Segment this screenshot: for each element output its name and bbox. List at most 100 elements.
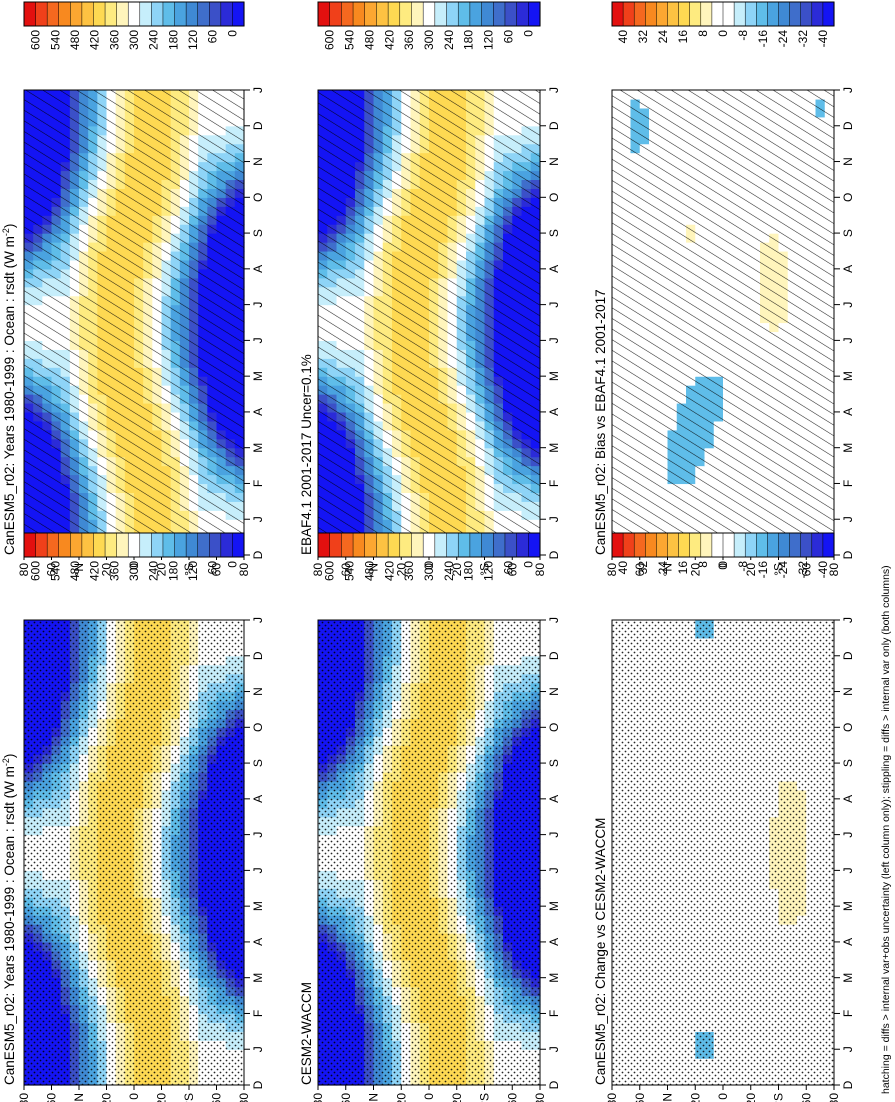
colorbar-label: 540 [48,30,62,50]
x-tick-label: M [251,901,265,911]
colorbar-swatch [220,1,233,27]
x-tick-label: S [547,229,561,237]
y-tick-label: 80 [17,1093,31,1102]
x-tick-label: A [547,265,561,273]
colorbar-swatch [93,1,106,27]
colorbar-frame [23,1,245,27]
y-tick-label: 20 [100,563,114,577]
colorbar-swatch [516,1,529,27]
x-tick-label: D [251,1080,265,1089]
x-tick-label: O [547,193,561,202]
y-tick-label: °S [478,563,492,576]
x-tick-label: S [251,229,265,237]
colorbar-swatch [197,1,210,27]
colorbar-label: 600 [323,30,337,50]
colorbar-label: 180 [462,30,476,50]
y-tick-label: °N [72,1093,86,1102]
panel-abs-right: CanESM5_r02: Years 1980-1999 : Ocean : r… [1,532,265,1102]
colorbar-swatch [185,532,199,558]
colorbar-label: 600 [29,30,43,50]
colorbar-swatch [116,1,129,27]
colorbar-label: 540 [343,30,357,50]
colorbar-label: 300 [127,30,141,50]
colorbar-label: 120 [482,30,496,50]
colorbar-swatch [58,1,71,27]
colorbar-swatch [387,1,401,27]
colorbar-swatch [58,532,71,558]
y-tick-label: 80 [237,1093,251,1102]
colorbar-swatch [446,1,459,27]
colorbar-swatch [399,1,413,27]
colorbar-swatch [493,1,506,27]
x-tick-label: M [251,371,265,381]
x-tick-label: J [547,516,561,522]
colorbar-swatch [151,532,164,558]
x-tick-label: M [251,443,265,453]
colorbar-swatch [46,1,60,27]
colorbar-swatch [81,1,95,27]
x-tick-label: D [547,121,561,130]
colorbar-swatch [93,532,106,558]
colorbar-label: 360 [107,30,121,50]
colorbar-swatch [411,1,424,27]
x-tick-label: N [547,157,561,166]
hatching-overlay [24,90,244,555]
y-tick-label: 0 [127,1093,141,1100]
colorbar-swatch [23,1,37,27]
y-tick-label: 80 [311,563,325,577]
x-tick-label: D [547,550,561,559]
x-tick-label: A [251,408,265,416]
colorbar-swatch [104,1,118,27]
colorbar-swatch [197,532,210,558]
panel-title: CanESM5_r02: Years 1980-1999 : Ocean : r… [1,224,17,555]
y-tick-label: 60 [505,563,519,577]
x-tick-label: A [251,795,265,803]
colorbar-swatch [162,532,176,558]
colorbar-label: 0 [521,30,535,37]
x-tick-label: J [251,1046,265,1052]
y-tick-label: 60 [339,563,353,577]
x-tick-label: F [251,480,265,487]
x-tick-label: A [251,265,265,273]
x-tick-label: D [251,550,265,559]
colorbar-label: 0 [225,561,239,568]
panel-title: EBAF4.1 2001-2017 Uncer=0.1% [299,354,314,555]
x-tick-label: J [251,867,265,873]
y-tick-label: 0 [127,563,141,570]
colorbar-swatch [352,1,366,27]
colorbar-swatch [151,1,164,27]
colorbar-label: 240 [442,30,456,50]
colorbar-swatch [70,532,83,558]
y-tick-label: 80 [533,563,547,577]
x-tick-label: J [251,516,265,522]
x-tick-label: A [251,938,265,946]
x-tick-label: F [251,1010,265,1017]
colorbar-label: 360 [107,561,121,581]
y-tick-label: 60 [210,563,224,577]
colorbar-swatch [232,1,245,27]
colorbar-swatch [528,1,541,27]
colorbar-label: 180 [166,561,180,581]
panel-title: CanESM5_r02: Years 1980-1999 : Ocean : r… [1,754,17,1085]
x-tick-label: J [547,337,561,343]
colorbar-swatch [220,532,233,558]
y-tick-label: °N [367,563,381,576]
y-tick-label: 20 [394,563,408,577]
colorbar-label: 300 [127,561,141,581]
x-tick-label: F [547,480,561,487]
x-tick-label: J [547,302,561,308]
colorbar-label: 480 [362,30,376,50]
x-tick-label: M [251,973,265,983]
x-tick-label: J [251,617,265,623]
overlay [24,620,244,1085]
y-tick-label: 80 [237,563,251,577]
panel-title: CESM2-WACCM [299,982,314,1085]
y-tick-label: 80 [17,563,31,577]
colorbar-swatch [232,532,245,558]
y-ticks: 80 60 °N 20 0 20 °S 60 80 [17,555,251,576]
hatching-overlay [318,90,540,555]
x-tick-label: J [251,87,265,93]
